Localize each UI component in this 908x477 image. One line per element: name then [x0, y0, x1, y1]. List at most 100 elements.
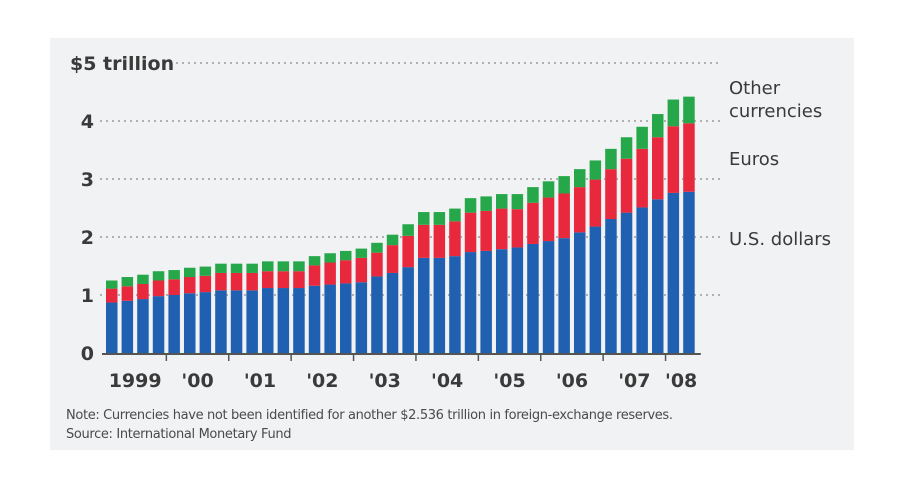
bar-other-currencies-19	[402, 224, 414, 236]
bar-u-s-dollars-15	[340, 283, 352, 353]
bar-euros-3	[152, 280, 165, 297]
bar-u-s-dollars-33	[620, 212, 633, 353]
bar-other-currencies-30	[574, 169, 586, 188]
bar-u-s-dollars-3	[152, 296, 165, 353]
x-tick-label-2: '01	[244, 370, 276, 392]
stacked-bar-chart: 0 1 2 3 4 $5 trillion 1999 '00 '01 '02 '03 '04 '05 '…	[70, 53, 831, 392]
bar-euros-11	[277, 271, 290, 289]
x-axis-labels: 1999 '00 '01 '02 '03 '04 '05 '06 '07 '08	[109, 370, 698, 392]
legend-other-line1: Other	[729, 78, 781, 99]
x-tick-label-7: '06	[556, 370, 588, 392]
legend-usd: U.S. dollars	[729, 229, 831, 250]
bar-other-currencies-24	[480, 196, 492, 211]
bar-euros-32	[605, 169, 617, 220]
chart-panel: 0 1 2 3 4 $5 trillion 1999 '00 '01 '02 '03 '04 '05 '…	[50, 38, 854, 450]
bar-other-currencies-29	[558, 176, 570, 194]
bar-euros-31	[589, 179, 602, 227]
bar-other-currencies-0	[106, 280, 118, 289]
bar-u-s-dollars-23	[464, 252, 477, 353]
bar-u-s-dollars-17	[371, 276, 383, 353]
bar-other-currencies-14	[324, 253, 336, 263]
bar-u-s-dollars-10	[262, 288, 274, 353]
bar-euros-9	[246, 272, 258, 291]
bar-u-s-dollars-12	[293, 288, 305, 353]
bar-u-s-dollars-32	[605, 219, 617, 353]
bar-u-s-dollars-37	[683, 191, 695, 353]
bar-euros-8	[230, 272, 243, 291]
bar-other-currencies-32	[605, 148, 617, 170]
bar-other-currencies-9	[246, 263, 258, 273]
bar-other-currencies-2	[137, 274, 149, 284]
y-tick-label-3: 3	[81, 169, 94, 191]
bar-u-s-dollars-6	[199, 292, 212, 353]
y-tick-label-2: 2	[81, 227, 94, 249]
bar-other-currencies-6	[199, 266, 212, 276]
bar-u-s-dollars-11	[277, 288, 290, 353]
bar-u-s-dollars-2	[137, 299, 149, 353]
bar-other-currencies-33	[620, 137, 633, 159]
bar-u-s-dollars-0	[106, 302, 118, 353]
bar-euros-27	[527, 202, 539, 244]
bar-other-currencies-37	[683, 96, 695, 124]
bar-u-s-dollars-29	[558, 238, 570, 353]
bar-u-s-dollars-16	[355, 282, 368, 353]
bar-euros-36	[667, 126, 680, 193]
y-tick-label-1: 1	[81, 285, 94, 307]
bar-u-s-dollars-18	[386, 272, 399, 353]
bar-u-s-dollars-24	[480, 250, 492, 353]
bar-euros-0	[106, 288, 118, 303]
bar-u-s-dollars-25	[496, 249, 508, 353]
bar-u-s-dollars-19	[402, 267, 414, 353]
bar-euros-12	[293, 271, 305, 289]
y-tick-label-5: $5 trillion	[70, 53, 174, 75]
bar-other-currencies-21	[433, 212, 446, 225]
x-tick-label-5: '04	[431, 370, 463, 392]
bar-other-currencies-10	[262, 261, 274, 272]
bar-u-s-dollars-22	[449, 256, 461, 353]
bar-u-s-dollars-28	[542, 241, 555, 353]
bar-euros-29	[558, 193, 570, 239]
bar-other-currencies-15	[340, 250, 352, 261]
bar-euros-21	[433, 224, 446, 258]
bars	[106, 96, 695, 353]
bar-u-s-dollars-31	[589, 226, 602, 353]
bar-euros-10	[262, 271, 274, 289]
bar-euros-6	[199, 275, 212, 293]
legend: Other currencies Euros U.S. dollars	[729, 78, 831, 250]
bar-other-currencies-34	[636, 126, 648, 149]
bar-euros-23	[464, 212, 477, 253]
bar-u-s-dollars-34	[636, 207, 648, 353]
legend-euros: Euros	[729, 149, 779, 170]
x-tick-label-1: '00	[181, 370, 213, 392]
bar-euros-22	[449, 221, 461, 257]
bar-u-s-dollars-26	[511, 247, 524, 353]
bar-euros-24	[480, 210, 492, 251]
bar-u-s-dollars-14	[324, 284, 336, 353]
x-tick-label-8: '07	[618, 370, 650, 392]
bar-u-s-dollars-8	[230, 290, 243, 353]
bar-euros-37	[683, 123, 695, 192]
bar-euros-5	[184, 277, 196, 294]
bar-other-currencies-35	[652, 114, 664, 138]
bar-euros-1	[121, 286, 134, 301]
bar-other-currencies-5	[184, 267, 196, 278]
bar-u-s-dollars-20	[418, 257, 430, 353]
y-tick-label-4: 4	[81, 111, 94, 133]
bar-other-currencies-27	[527, 187, 539, 203]
y-tick-label-0: 0	[81, 343, 94, 365]
bar-other-currencies-7	[215, 263, 227, 273]
bar-euros-4	[168, 279, 180, 295]
bar-u-s-dollars-21	[433, 257, 446, 353]
x-tick-label-9: '08	[665, 370, 697, 392]
bar-other-currencies-8	[230, 263, 243, 273]
bar-u-s-dollars-27	[527, 243, 539, 353]
bar-other-currencies-12	[293, 261, 305, 272]
x-tick-label-0: 1999	[109, 370, 162, 392]
bar-other-currencies-23	[464, 198, 477, 213]
bar-u-s-dollars-35	[652, 199, 664, 353]
bar-other-currencies-22	[449, 208, 461, 222]
bar-other-currencies-13	[308, 256, 321, 266]
bar-euros-19	[402, 235, 414, 268]
bar-euros-18	[386, 245, 399, 273]
bar-euros-14	[324, 262, 336, 285]
